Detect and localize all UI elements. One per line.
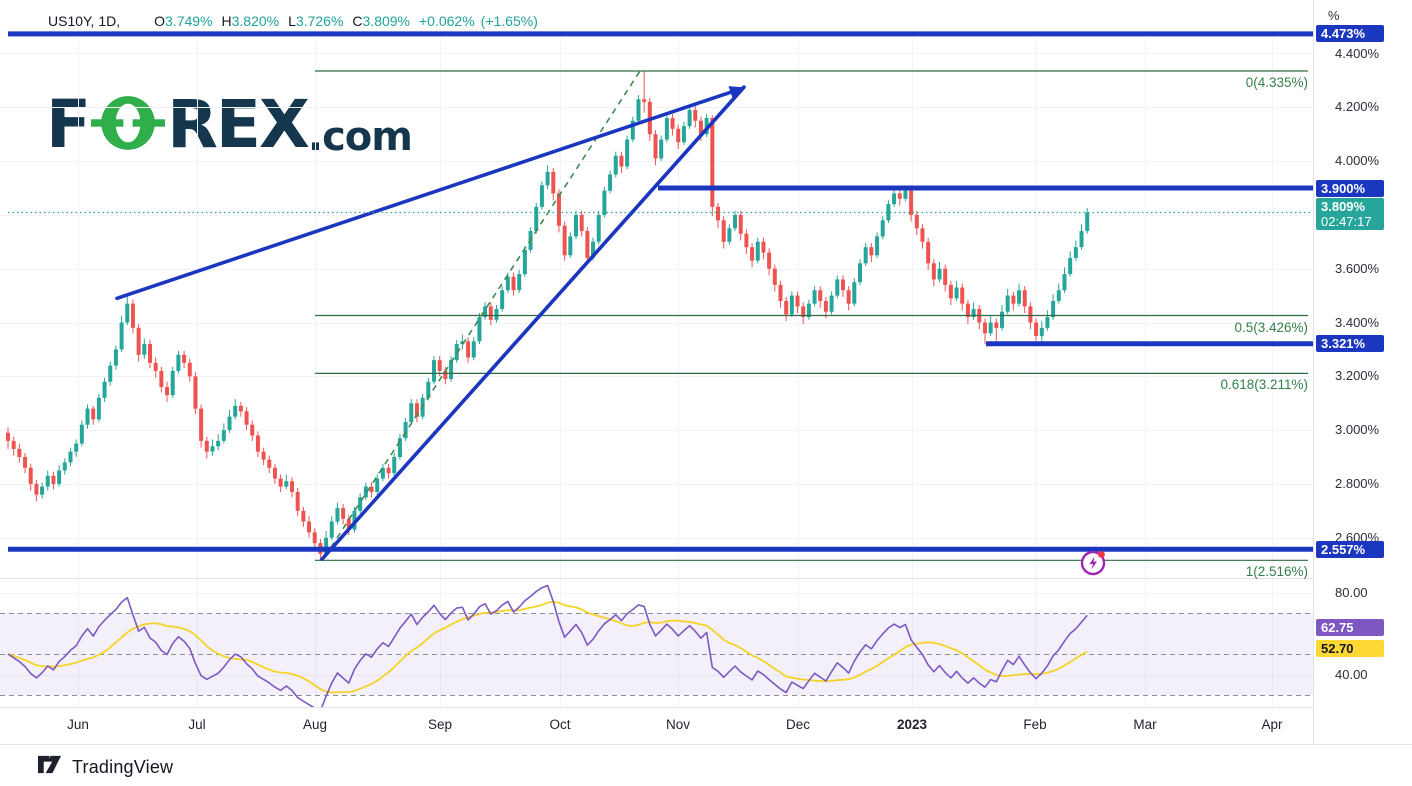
- change-percent: (+1.65%): [480, 13, 538, 29]
- fib-level-label: 0(4.335%): [1245, 74, 1308, 90]
- fib-level-label: 0.618(3.211%): [1220, 377, 1308, 393]
- ohlc-pair: H3.820%: [222, 13, 280, 29]
- price-tick-label: 4.400%: [1335, 45, 1380, 61]
- time-axis-label: 2023: [896, 717, 928, 732]
- ohlc-pair: O3.749%: [154, 13, 212, 29]
- symbol-title[interactable]: US10Y, 1D,: [48, 13, 121, 29]
- last-price-value: 3.809%: [1321, 199, 1366, 215]
- time-axis-label: Aug: [302, 717, 328, 732]
- time-axis-label: Nov: [665, 717, 691, 732]
- fib-level-label: 1(2.516%): [1245, 564, 1308, 580]
- time-axis[interactable]: Jun Jul Aug Sep Oct Nov Dec 2023 Feb Mar Apr: [0, 710, 1313, 744]
- time-axis-label: Oct: [549, 717, 571, 732]
- ohlc-key: C: [352, 13, 363, 29]
- price-tick-label: 4.200%: [1335, 99, 1380, 115]
- symbol-legend-row: US10Y, 1D, O3.749% H3.820% L3.726% C3.809% …: [48, 13, 544, 29]
- time-axis-label: Sep: [427, 717, 453, 732]
- footer-bar: TradingView: [36, 752, 173, 782]
- time-axis-label: Dec: [785, 717, 811, 732]
- change-value: +0.062%: [419, 13, 475, 29]
- time-axis-label: Feb: [1023, 717, 1047, 732]
- rsi-value-badge: 62.75: [1316, 619, 1384, 637]
- ohlc-pair: C3.809%: [352, 13, 410, 29]
- ohlc-values: O3.749% H3.820% L3.726% C3.809%: [154, 13, 419, 29]
- rsi-tick-label: 40.00: [1335, 666, 1368, 682]
- rsi-tick-label: 80.00: [1335, 584, 1368, 600]
- ohlc-pair: L3.726%: [288, 13, 343, 29]
- ohlc-key: L: [288, 13, 296, 29]
- chart-canvas[interactable]: [0, 0, 1412, 745]
- price-axis-unit: %: [1328, 8, 1340, 23]
- ohlc-key: O: [154, 13, 166, 29]
- price-line-badge: 3.321%: [1316, 335, 1384, 353]
- time-axis-label: Jun: [67, 717, 89, 732]
- tradingview-brand-text[interactable]: TradingView: [72, 756, 174, 777]
- ohlc-value: 3.749%: [165, 13, 213, 29]
- ohlc-key: H: [221, 13, 232, 29]
- price-line-badge: 2.557%: [1316, 540, 1384, 558]
- bottom-separator: [0, 744, 1412, 745]
- flash-event-marker-icon[interactable]: [1079, 547, 1109, 577]
- price-axis[interactable]: % 4.400% 4.200% 4.000% 3.600% 3.400% 3.200% 3.…: [1313, 0, 1412, 745]
- price-tick-label: 3.000%: [1335, 422, 1380, 438]
- ohlc-value: 3.820%: [231, 13, 280, 29]
- countdown-timer: 02:47:17: [1321, 214, 1372, 230]
- price-tick-label: 3.400%: [1335, 314, 1380, 330]
- price-tick-label: 3.600%: [1335, 260, 1380, 276]
- time-axis-label: Mar: [1133, 717, 1157, 732]
- price-line-badge: 3.900%: [1316, 179, 1384, 197]
- price-tick-label: 3.200%: [1335, 368, 1380, 384]
- time-axis-label: Jul: [188, 717, 206, 732]
- last-price-badge: 3.809% 02:47:17: [1316, 198, 1384, 231]
- price-line-badge: 4.473%: [1316, 25, 1384, 43]
- ohlc-value: 3.809%: [362, 13, 410, 29]
- price-tick-label: 4.000%: [1335, 153, 1380, 169]
- rsi-ma-badge: 52.70: [1316, 639, 1384, 657]
- fib-level-label: 0.5(3.426%): [1234, 319, 1308, 335]
- ohlc-value: 3.726%: [295, 13, 344, 29]
- tradingview-logo-icon[interactable]: [36, 752, 63, 782]
- time-axis-label: Apr: [1261, 717, 1283, 732]
- price-tick-label: 2.800%: [1335, 475, 1380, 491]
